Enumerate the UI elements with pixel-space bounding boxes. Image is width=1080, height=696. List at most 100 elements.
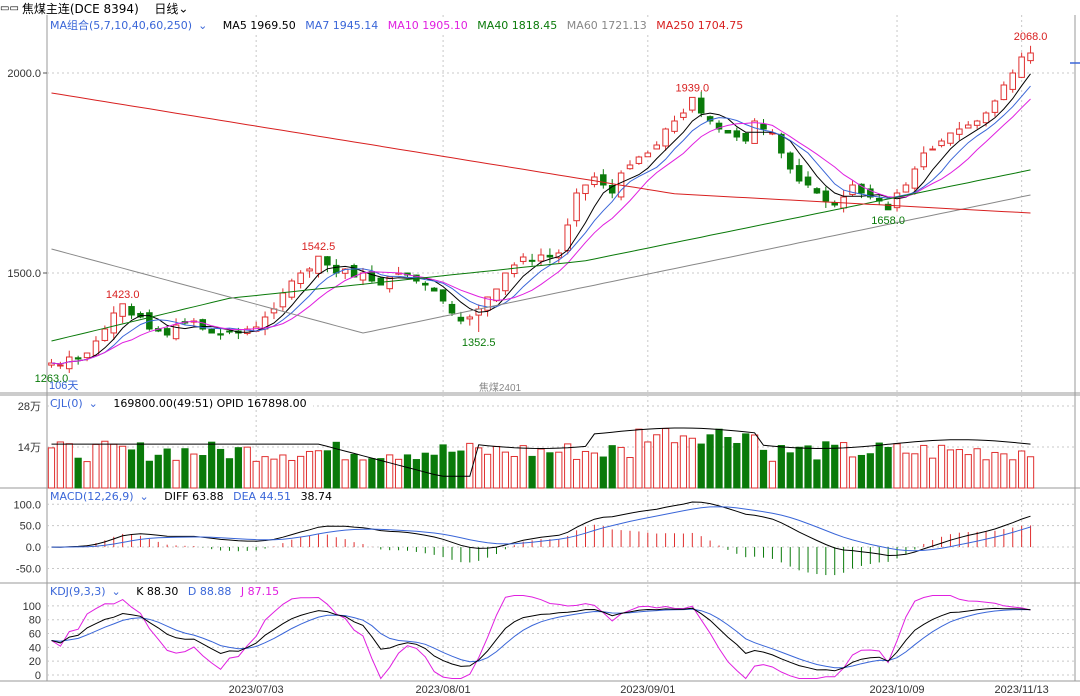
candle-body [680, 112, 687, 118]
volume-bar [706, 434, 714, 489]
price-annotation: 1939.0 [675, 82, 709, 94]
volume-bar [466, 442, 474, 489]
volume-bar [902, 452, 910, 489]
volume-bar [670, 442, 679, 489]
volume-bar [759, 449, 768, 489]
macd-indicator-selector[interactable]: MACD(12,26,9) ⌄ [50, 490, 155, 503]
candle-body [555, 252, 563, 259]
volume-bar [394, 458, 403, 489]
volume-bar [777, 445, 785, 489]
volume-bar [813, 459, 821, 489]
candle-body [902, 184, 910, 193]
candle-body [742, 132, 749, 142]
volume-bar [608, 445, 616, 489]
volume-bar [377, 458, 385, 489]
candle-body [493, 288, 500, 302]
kdj-k-line [51, 607, 1031, 672]
candle-body [128, 306, 135, 316]
volume-bar [857, 454, 866, 489]
volume-bar [555, 451, 563, 489]
volume-bar [884, 446, 892, 489]
macd-title: MACD(12,26,9) [50, 490, 134, 503]
candle-body [110, 312, 118, 334]
volume-bar [279, 454, 287, 489]
candle-body [697, 97, 705, 114]
candle-body [635, 156, 643, 164]
candle-body [786, 152, 794, 170]
volume-bar [635, 428, 643, 489]
volume-bar [893, 443, 901, 489]
chevron-down-icon: ⌄ [139, 490, 149, 503]
candle-body [938, 140, 945, 147]
volume-bar [225, 458, 234, 489]
volume-bar [92, 443, 100, 489]
price-tick-label: 2000.0 [7, 68, 41, 80]
volume-bar [368, 458, 376, 489]
ma5-value: MA5 1969.50 [222, 19, 296, 32]
volume-bar [119, 445, 127, 489]
volume-bar [786, 452, 794, 489]
candle-body [430, 287, 438, 292]
kdj-indicator-selector[interactable]: KDJ(9,3,3) ⌄ [50, 585, 127, 598]
volume-indicator-selector[interactable]: CJL(0) ⌄ [50, 397, 104, 410]
price-annotation: 1542.5 [302, 241, 336, 253]
date-label: 2023/09/01 [620, 684, 675, 696]
candle-body [653, 144, 660, 150]
volume-bar [421, 452, 429, 489]
candle-body [74, 357, 82, 360]
ma-group-selector[interactable]: MA组合(5,7,10,40,60,250) ⌄ [50, 19, 213, 32]
candle-body [377, 277, 385, 286]
volume-bar [768, 460, 777, 489]
candle-body [1000, 84, 1008, 101]
chevron-down-icon: ⌄ [198, 19, 208, 32]
volume-bar [483, 453, 492, 489]
candle-body [956, 128, 963, 135]
symbol-name[interactable]: 焦煤主连(DCE 8394) [21, 2, 139, 16]
volume-bar [911, 453, 919, 489]
volume-bar [848, 456, 857, 489]
candle-body [386, 276, 393, 290]
kdj-tick-label: 0 [35, 670, 41, 682]
volume-bar [973, 448, 981, 489]
volume-bar [56, 441, 64, 489]
volume-bar [439, 444, 447, 489]
volume-tick-label: 28万 [18, 401, 41, 413]
period-selector[interactable]: 日线⌄ [154, 1, 188, 17]
macd-diff: DIFF 63.88 [164, 490, 224, 503]
candle-body [57, 364, 64, 367]
candle-body [804, 176, 812, 186]
kdj-tick-label: 80 [29, 615, 41, 627]
volume-bar [154, 454, 162, 489]
candle-body [217, 333, 224, 336]
candle-body [172, 324, 180, 340]
candle-body [689, 96, 696, 111]
volume-bar [599, 456, 607, 489]
price-tick-label: 1500.0 [7, 268, 41, 280]
candle-body [528, 259, 536, 262]
volume-bar [715, 428, 723, 489]
volume-bar [831, 444, 839, 489]
candle-body [929, 148, 936, 151]
volume-bar [982, 459, 990, 489]
candle-body [644, 152, 652, 158]
volume-bar [501, 451, 510, 489]
volume-bar [937, 444, 946, 489]
candle-body [484, 296, 491, 311]
candle-body [279, 292, 287, 308]
kdj-tick-label: 20 [29, 656, 41, 668]
volume-bar [581, 450, 590, 489]
candle-body [715, 122, 723, 130]
volume-bar [679, 435, 688, 489]
candle-body [199, 319, 207, 330]
ma250-value: MA250 1704.75 [656, 19, 744, 32]
volume-bar [261, 456, 269, 489]
kdj-d-line [51, 608, 1031, 669]
volume-bar [252, 460, 260, 489]
volume-bar [1009, 459, 1017, 489]
volume-bar [216, 448, 225, 489]
candle-body [867, 188, 874, 198]
candle-body [226, 330, 233, 333]
volume-bar [199, 455, 207, 489]
chevron-down-icon: ⌄ [111, 585, 121, 598]
